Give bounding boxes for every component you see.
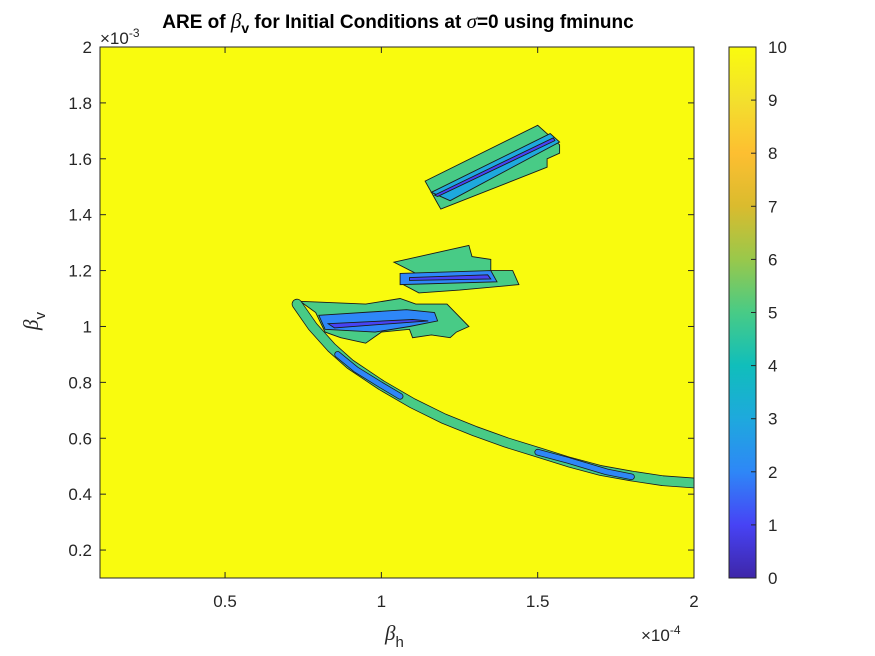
- x-axis-label: βh: [384, 621, 404, 651]
- contour-region-upper-band-center: [433, 137, 556, 197]
- colorbar-tick-label: 3: [768, 410, 777, 429]
- colorbar-tick-label: 6: [768, 250, 777, 269]
- colorbar-tick-label: 7: [768, 197, 777, 216]
- colorbar-tick-label: 8: [768, 144, 777, 163]
- y-tick-label: 1: [83, 317, 92, 336]
- contour-regions: [291, 124, 694, 489]
- y-axis-label: βv: [19, 312, 49, 331]
- colorbar-tick-label: 9: [768, 91, 777, 110]
- x-tick-label: 1.5: [526, 592, 550, 611]
- x-axis: 0.5 1 1.5 2: [213, 47, 699, 611]
- colorbar-tick-label: 5: [768, 304, 777, 323]
- colorbar-tick-label: 2: [768, 463, 777, 482]
- contour-region-lower-band-center: [326, 319, 429, 329]
- plot-frame: [99, 46, 695, 579]
- y-tick-label: 0.4: [68, 485, 92, 504]
- contour-ridge-curve-ridge-core-2: [535, 449, 634, 480]
- y-axis: 0.2 0.4 0.6 0.8 1 1.2 1.4 1.6 1.8 2: [68, 38, 694, 560]
- contour-region-middle-band-center: [409, 274, 492, 281]
- y-tick-label: 0.2: [68, 541, 92, 560]
- colorbar-tick-label: 10: [768, 38, 787, 57]
- colorbar-tick-label: 0: [768, 569, 777, 588]
- y-tick-label: 1.2: [68, 262, 92, 281]
- y-tick-label: 1.8: [68, 94, 92, 113]
- colorbar-tick-label: 1: [768, 516, 777, 535]
- y-tick-label: 0.6: [68, 429, 92, 448]
- x-tick-label: 1: [377, 592, 386, 611]
- x-exponent-label: ×10-4: [641, 623, 681, 645]
- contour-ridge-curve-ridge-core: [335, 351, 403, 399]
- x-tick-label: 2: [689, 592, 698, 611]
- y-tick-label: 2: [83, 38, 92, 57]
- y-tick-label: 1.4: [68, 206, 92, 225]
- colorbar-ticks: 0 1 2 3 4 5 6 7 8 9 10: [751, 38, 787, 588]
- y-tick-label: 0.8: [68, 373, 92, 392]
- x-tick-label: 0.5: [213, 592, 237, 611]
- colorbar-tick-label: 4: [768, 357, 777, 376]
- chart-title: ARE of βv for Initial Conditions at σ=0 …: [162, 9, 634, 36]
- y-tick-label: 1.6: [68, 150, 92, 169]
- y-exponent-label: ×10-3: [100, 26, 140, 48]
